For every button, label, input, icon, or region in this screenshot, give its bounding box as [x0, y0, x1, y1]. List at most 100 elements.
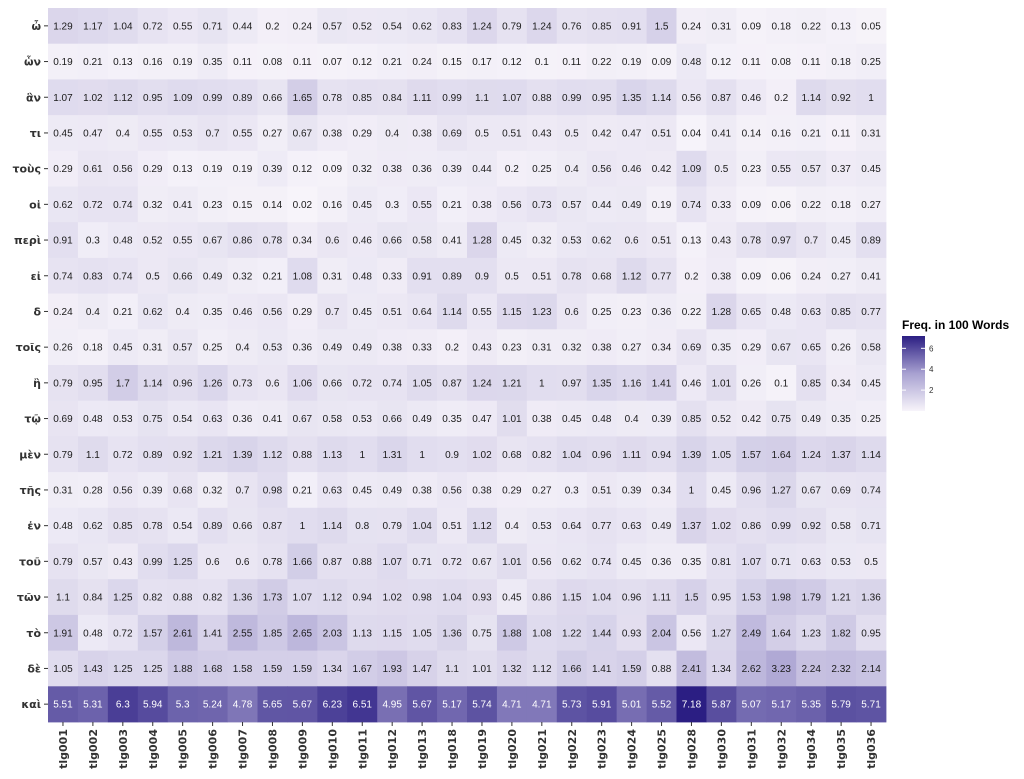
heatmap-cell [616, 436, 647, 473]
heatmap-cell [48, 686, 79, 723]
heatmap-cell [766, 472, 797, 509]
cell-value-label: 0.28 [83, 485, 103, 496]
heatmap-cell [586, 400, 618, 437]
heatmap-cell [556, 650, 588, 687]
cell-value-label: 0.41 [442, 236, 462, 247]
heatmap-cell [826, 186, 857, 223]
cell-value-label: 0.32 [532, 236, 552, 247]
cell-value-label: 0.1 [535, 57, 549, 68]
cell-value-label: 1.11 [652, 593, 671, 604]
heatmap-cell [496, 507, 528, 544]
heatmap-cell [137, 400, 169, 437]
cell-value-label: 0.22 [592, 57, 612, 68]
heatmap-cell [467, 222, 498, 259]
cell-value-label: 0.99 [203, 93, 223, 104]
x-tick-label: tlg008 [266, 729, 279, 769]
heatmap-cell [347, 436, 378, 473]
cell-value-label: 1.15 [382, 628, 402, 639]
cell-value-label: 0.51 [652, 236, 672, 247]
heatmap-cell [137, 257, 169, 294]
heatmap-cell [137, 222, 169, 259]
cell-value-label: 1.11 [622, 450, 641, 461]
heatmap-cell [496, 43, 528, 80]
cell-value-label: 0.51 [592, 485, 612, 496]
cell-value-label: 0.35 [712, 343, 732, 354]
heatmap-cell [287, 543, 318, 580]
cell-value-label: 5.65 [263, 700, 283, 711]
heatmap-cell [377, 686, 408, 723]
cell-value-label: 0.74 [382, 378, 402, 389]
cell-value-label: 0.95 [592, 93, 612, 104]
heatmap-cell [676, 186, 707, 223]
cell-value-label: 1.43 [83, 664, 103, 675]
heatmap-cell [856, 686, 887, 723]
heatmap-cell [48, 222, 79, 259]
cell-value-label: 0.32 [233, 271, 253, 282]
cell-value-label: 0.31 [861, 128, 881, 139]
cell-value-label: 0.21 [263, 271, 283, 282]
cell-value-label: 1.07 [53, 93, 73, 104]
cell-value-label: 1.85 [263, 628, 283, 639]
heatmap-cell [796, 365, 827, 402]
cell-value-label: 1.91 [53, 628, 73, 639]
cell-value-label: 1.58 [233, 664, 253, 675]
cell-value-label: 1.36 [442, 628, 462, 639]
cell-value-label: 0.27 [532, 485, 552, 496]
heatmap-cell [137, 8, 169, 45]
heatmap-cell [766, 400, 797, 437]
cell-value-label: 1.28 [712, 307, 732, 318]
cell-value-label: 0.51 [442, 521, 462, 532]
heatmap-cell [377, 79, 408, 116]
heatmap-cell [496, 115, 528, 152]
heatmap-cell [526, 686, 558, 723]
heatmap-cell [646, 186, 677, 223]
heatmap-cell [257, 79, 288, 116]
heatmap-cell [227, 150, 258, 187]
heatmap-cell [526, 329, 558, 366]
cell-value-label: 0.44 [592, 200, 612, 211]
cell-value-label: 0.58 [412, 236, 432, 247]
heatmap-cell [287, 186, 318, 223]
cell-value-label: 0.96 [742, 485, 762, 496]
heatmap-cell [407, 150, 438, 187]
cell-value-label: 1.39 [682, 450, 702, 461]
heatmap-cell [646, 222, 677, 259]
heatmap-cell [437, 222, 468, 259]
heatmap-cell [347, 650, 378, 687]
heatmap-cell [646, 436, 677, 473]
cell-value-label: 5.79 [831, 700, 851, 711]
y-tick-label: ὦ [31, 20, 41, 33]
heatmap-cell [706, 293, 737, 330]
heatmap-cell [556, 579, 588, 616]
heatmap-cell [526, 472, 558, 509]
cell-value-label: 0.42 [592, 128, 612, 139]
heatmap-cell [496, 472, 528, 509]
heatmap-cell [467, 365, 498, 402]
cell-value-label: 0.12 [712, 57, 732, 68]
cell-value-label: 1.88 [173, 664, 193, 675]
heatmap-cell [496, 614, 528, 651]
heatmap-cell [646, 472, 677, 509]
heatmap-cell [556, 186, 588, 223]
cell-value-label: 0.53 [532, 521, 552, 532]
heatmap-cell [77, 293, 109, 330]
cell-value-label: 0.49 [801, 414, 821, 425]
cell-value-label: 0.72 [143, 21, 163, 32]
cell-value-label: 0.63 [203, 414, 223, 425]
cell-value-label: 0.78 [263, 557, 283, 568]
cell-value-label: 5.67 [412, 700, 432, 711]
heatmap-cell [706, 79, 737, 116]
heatmap-cell [736, 43, 767, 80]
heatmap-cell [706, 365, 737, 402]
cell-value-label: 1.22 [562, 628, 582, 639]
cell-value-label: 1.79 [801, 593, 821, 604]
cell-value-label: 0.89 [861, 236, 881, 247]
cell-value-label: 0.14 [263, 200, 283, 211]
heatmap-cell [317, 543, 348, 580]
cell-value-label: 0.62 [592, 236, 612, 247]
heatmap-cell [77, 365, 109, 402]
heatmap-cell [107, 293, 139, 330]
heatmap-cell [616, 329, 647, 366]
cell-value-label: 0.67 [293, 128, 313, 139]
heatmap-cell [77, 614, 109, 651]
